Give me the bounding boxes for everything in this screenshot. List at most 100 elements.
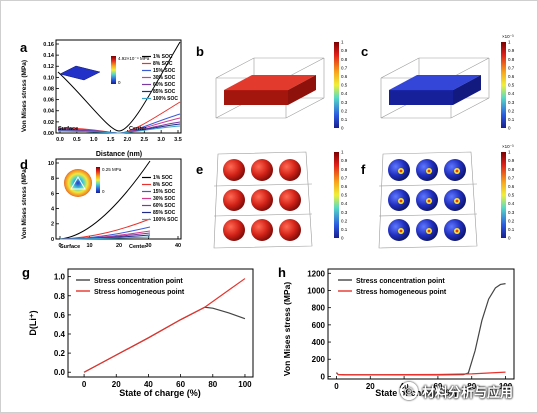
panel-f-colorbar-ticks: 1 0.9 0.8 0.7 0.6 0.5 0.4 0.3 0.2 0.1 0 [508,150,515,241]
panel-d-legend-label: 60% SOC [153,203,176,209]
particle-sphere [251,219,273,241]
panel-d-x-tick-label: 40 [175,243,181,249]
panel-f-colorbar-tick-label: 0.4 [508,201,515,206]
panel-h-label: h [278,265,286,280]
panel-a-x-tick-label: 3.0 [157,137,165,143]
panel-g-x-tick-label: 60 [176,380,185,389]
panel-d-legend-label: 30% SOC [153,196,176,202]
panel-a-inset-zero: 0 [118,80,121,85]
panel-f-colorbar-tick-label: 0 [508,236,511,241]
panel-d-legend-label: 1% SOC [153,175,173,181]
panel-e-colorbar-tick-label: 0.5 [341,193,348,198]
panel-a-y-tick-label: 0.06 [43,98,54,104]
panel-c-colorbar-tick-label: 0.7 [508,65,515,70]
figure: a Von Mises stress (MPa) 0.00 0.02 0.04 0.0… [14,18,524,398]
panel-g-chart: g D(Li⁺) 0.0 0.2 0.4 0.6 0.8 1.0 0 20 40 60 80 100… [22,265,254,398]
panel-e-colorbar-tick-label: 0.4 [341,201,348,206]
panel-g-y-tick-label: 1.0 [54,273,66,282]
particle-sphere [279,189,301,211]
panel-d-x-tick-label: 30 [145,243,151,249]
panel-h-series-line [335,283,506,376]
panel-d-y-tick-label: 6 [51,191,54,197]
panel-h-chart: h Von Mises stress (MPa) 020040060080010… [278,265,515,398]
panel-f-colorbar-tick-label: 0.2 [508,218,515,223]
panel-f-colorbar-tick-label: 0.7 [508,175,515,180]
panel-f-particle-grid [388,159,466,241]
panel-h-x-tick-label: 80 [467,382,476,391]
panel-a-legend-label: 30% SOC [153,75,176,81]
panel-g-y-tick-label: 0.4 [54,330,66,339]
panel-e-colorbar-tick-label: 0.8 [341,167,348,172]
panel-g-series [83,278,246,373]
panel-h-legend-label: Stress homogeneous point [356,289,447,296]
panel-b-colorbar-tick-label: 0.9 [341,48,348,53]
stress-hotspot-core [427,199,431,203]
panel-d-legend-label: 100% SOC [153,217,178,223]
panel-e-colorbar-tick-label: 0.3 [341,210,348,215]
panel-a-curve [57,41,181,132]
panel-a-curve [57,125,181,134]
panel-g-y-tick-label: 0.8 [54,292,66,301]
panel-h-y-tick-label: 0 [321,372,326,381]
panel-h-x-tick-label: 100 [499,382,513,391]
panel-a-ylabel: Von Mises stress (MPa) [21,60,28,132]
panel-g-x-tick-label: 40 [144,380,153,389]
panel-a-legend-label: 8% SOC [153,61,173,67]
panel-d-center-label: Center [129,244,147,250]
panel-b-colorbar-tick-label: 0 [341,126,344,131]
panel-d-curve [59,236,151,240]
panel-e-label: e [196,162,203,177]
panel-g-label: g [22,265,30,280]
panel-d-x-tick-label: 10 [86,243,92,249]
panel-c-slab-stack [389,75,481,105]
panel-d-inset: 0.25 MPa 0 [64,167,122,197]
panel-e-colorbar [334,152,339,238]
panel-a-y-tick-label: 0.08 [43,86,54,92]
panel-b-colorbar-tick-label: 0.4 [341,91,348,96]
panel-c-colorbar [501,42,506,128]
panel-c-colorbar-tick-label: 1 [508,40,511,45]
panel-d-yticks: 0 2 4 6 8 10 [48,161,59,243]
panel-f-colorbar-tick-label: 0.1 [508,227,515,232]
panel-h-axes [327,268,515,380]
panel-a-curves [57,41,181,134]
panel-a-x-tick-label: 0.5 [73,137,81,143]
panel-g-legend: Stress concentration point Stress homogen… [76,278,185,296]
panel-h-yticks: 0 200 400 600 800 1000 1200 [307,269,331,381]
panel-b-colorbar-tick-label: 0.8 [341,57,348,62]
panel-h-series [335,283,506,376]
panel-d-y-tick-label: 10 [48,161,54,167]
panel-a-y-tick-label: 0.04 [43,109,55,115]
panel-h-legend: Stress concentration point Stress homogen… [338,278,447,296]
panel-c-label: c [361,44,368,59]
panel-g-y-tick-label: 0.6 [54,311,66,320]
panel-f-bounding-box [378,151,478,249]
panel-h-series-line [336,371,506,376]
panel-b-colorbar [334,42,339,128]
panel-f-colorbar-tick-label: 0.9 [508,158,515,163]
panel-c-colorbar-tick-label: 0.1 [508,117,515,122]
panel-b-colorbar-tick-label: 0.7 [341,65,348,70]
panel-a-yticks: 0.00 0.02 0.04 0.06 0.08 0.10 0.12 0.14 0.16 [43,42,59,137]
panel-a-x-tick-label: 2.5 [140,137,148,143]
panel-e-colorbar-tick-label: 0.6 [341,184,348,189]
panel-c-colorbar-exp: ×10⁻³ [502,34,514,39]
panel-e-colorbar-tick-label: 0.7 [341,175,348,180]
panel-g-series-line [83,306,246,373]
panel-d-legend-label: 85% SOC [153,210,176,216]
panel-a-x-tick-label: 3.5 [174,137,182,143]
panel-d-axes [55,158,182,240]
panel-a-y-tick-label: 0.14 [43,53,55,59]
stress-hotspot-core [455,199,459,203]
panel-d-ylabel: Von Mises stress (MPa) [21,167,28,239]
panel-f-render: f ×10⁻³ 1 0.9 0.8 0.7 0.6 0.5 0.4 0.3 0.2 0.1 0 [361,144,515,249]
panel-f-label: f [361,162,366,177]
panel-c-colorbar-tick-label: 0.8 [508,57,515,62]
particle-sphere [223,189,245,211]
panel-a-x-tick-label: 0.0 [56,137,64,143]
panel-d-plot: d Von Mises stress (MPa) 0 2 4 6 8 10 0 10 20 30… [20,157,182,250]
panel-a-center-label: Center [129,126,147,132]
panel-g-xticks: 0 20 40 60 80 100 [82,374,252,389]
panel-a-inset: 4.92×10⁻⁴ MPa 0 [59,56,150,85]
